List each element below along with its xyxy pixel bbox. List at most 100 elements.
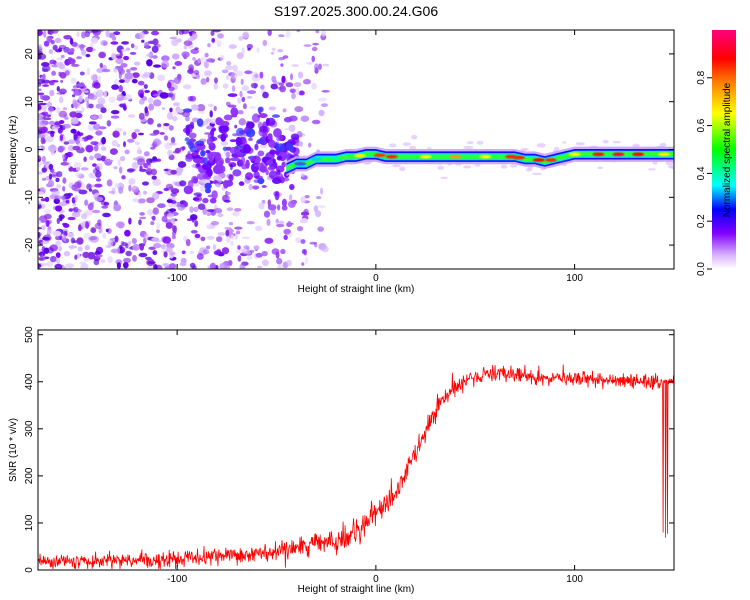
noise-blob	[162, 236, 172, 244]
noise-blob	[41, 104, 47, 112]
noise-blob	[232, 210, 240, 217]
noise-blob	[206, 125, 213, 130]
noise-blob	[116, 262, 121, 269]
noise-blob	[300, 218, 308, 224]
noise-blob	[38, 263, 42, 269]
y-tick-label: 500	[24, 326, 35, 343]
noise-blob	[128, 184, 132, 192]
noise-blob	[86, 183, 92, 190]
noise-blob	[137, 158, 146, 166]
noise-blob	[241, 85, 250, 92]
noise-blob	[147, 261, 156, 265]
noise-blob	[254, 143, 259, 151]
noise-blob	[532, 172, 542, 176]
noise-blob	[213, 105, 217, 112]
noise-blob	[194, 233, 201, 239]
noise-blob	[241, 236, 250, 240]
snr-x-label: Height of straight line (km)	[298, 584, 415, 595]
noise-blob	[165, 247, 173, 253]
noise-blob	[58, 96, 64, 104]
noise-blob	[40, 225, 46, 230]
noise-blob	[290, 73, 293, 81]
noise-blob	[94, 153, 102, 160]
noise-blob	[115, 221, 125, 228]
noise-blob	[132, 72, 140, 78]
noise-blob	[150, 168, 157, 176]
noise-blob	[169, 107, 173, 113]
noise-blob	[210, 30, 215, 36]
noise-blob	[210, 151, 218, 157]
noise-blob	[67, 192, 73, 197]
noise-blob	[163, 251, 168, 258]
noise-blob	[509, 164, 518, 168]
noise-blob	[238, 118, 246, 126]
noise-blob	[466, 141, 474, 145]
noise-blob	[301, 262, 305, 266]
noise-blob	[59, 134, 64, 142]
noise-blob	[65, 200, 70, 204]
noise-blob	[86, 101, 90, 109]
noise-blob	[69, 37, 74, 45]
noise-blob	[267, 133, 273, 141]
noise-blob	[52, 44, 58, 51]
noise-blob	[185, 126, 191, 136]
noise-blob	[74, 254, 78, 260]
noise-blob	[144, 233, 149, 240]
noise-blob	[289, 194, 293, 201]
noise-blob	[42, 84, 49, 87]
x-tick-label: -100	[167, 574, 187, 585]
noise-blob	[124, 94, 132, 101]
noise-blob	[71, 63, 80, 67]
noise-blob	[276, 223, 285, 228]
noise-blob	[38, 226, 43, 230]
noise-blob	[271, 47, 276, 52]
noise-blob	[226, 207, 234, 212]
noise-blob	[231, 85, 236, 92]
noise-blob	[122, 262, 129, 269]
noise-blob	[197, 58, 201, 64]
noise-blob	[48, 173, 53, 180]
noise-blob	[303, 249, 308, 256]
noise-blob	[300, 196, 306, 204]
noise-blob	[216, 40, 222, 48]
noise-blob	[189, 32, 193, 36]
noise-blob	[116, 246, 121, 254]
noise-blob	[318, 97, 327, 102]
noise-blob	[168, 125, 174, 131]
snr-line	[38, 364, 674, 570]
noise-blob	[215, 117, 223, 126]
noise-blob	[261, 250, 268, 257]
noise-blob	[167, 149, 173, 157]
noise-blob	[118, 85, 123, 93]
noise-blob	[132, 254, 137, 262]
noise-blob	[42, 65, 51, 72]
noise-blob	[318, 109, 325, 117]
noise-blob	[562, 141, 567, 144]
noise-blob	[161, 55, 170, 62]
noise-blob	[56, 171, 63, 178]
noise-blob	[139, 216, 147, 220]
noise-blob	[163, 123, 170, 127]
noise-blob	[151, 215, 156, 221]
noise-blob	[38, 53, 47, 60]
noise-blob	[247, 47, 251, 51]
noise-blob	[148, 246, 156, 250]
noise-blob	[312, 42, 319, 46]
noise-blob	[124, 149, 130, 155]
noise-blob	[68, 208, 74, 212]
noise-blob	[164, 93, 173, 98]
noise-blob	[228, 174, 234, 182]
noise-blob	[259, 165, 267, 173]
noise-blob	[38, 103, 42, 110]
noise-blob	[130, 67, 138, 71]
noise-blob	[57, 146, 64, 153]
noise-blob	[282, 177, 290, 182]
noise-blob	[157, 203, 166, 209]
noise-blob	[153, 264, 158, 269]
noise-blob	[284, 127, 292, 131]
noise-blob	[38, 113, 44, 119]
noise-blob	[53, 198, 60, 205]
noise-blob	[38, 88, 42, 92]
noise-blob	[554, 146, 560, 152]
noise-blob	[42, 73, 46, 81]
